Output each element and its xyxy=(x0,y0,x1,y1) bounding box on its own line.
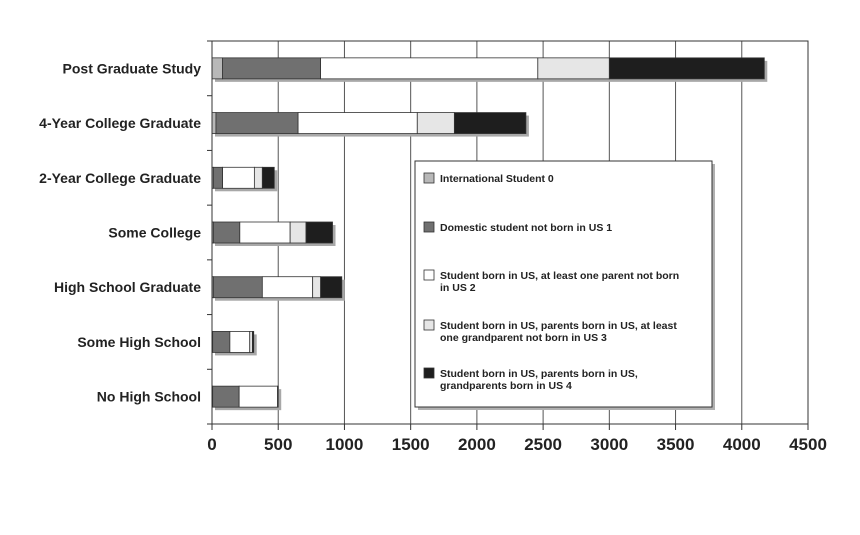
x-tick-label-4000: 4000 xyxy=(723,435,761,454)
bar-segment-4-2 xyxy=(261,276,314,299)
bar-segment-5-4 xyxy=(251,331,255,353)
bar-segment-0-2 xyxy=(320,57,539,80)
category-label-3: Some College xyxy=(108,225,201,241)
bar-segment-0-3 xyxy=(537,57,610,80)
bars xyxy=(211,57,768,411)
x-tick-label-0: 0 xyxy=(207,435,216,454)
x-tick-label-2500: 2500 xyxy=(524,435,562,454)
x-tick-label-500: 500 xyxy=(264,435,292,454)
bar-segment-1-2 xyxy=(297,112,418,134)
x-tick-label-2000: 2000 xyxy=(458,435,496,454)
legend: International Student 0 Domestic student … xyxy=(414,160,715,410)
bar-segment-1-0 xyxy=(211,112,217,134)
x-tick-label-3000: 3000 xyxy=(590,435,628,454)
x-tick-label-3500: 3500 xyxy=(657,435,695,454)
bar-segment-0-1 xyxy=(222,57,322,80)
category-label-0: Post Graduate Study xyxy=(63,60,202,76)
x-tick-label-1500: 1500 xyxy=(392,435,430,454)
category-label-5: Some High School xyxy=(77,334,201,350)
legend-label-2: Student born in US, at least one parent … xyxy=(440,270,679,294)
category-label-6: No High School xyxy=(97,389,201,405)
legend-swatch-4 xyxy=(423,367,435,379)
bar-segment-3-3 xyxy=(289,221,307,244)
legend-label-1: Domestic student not born in US 1 xyxy=(440,222,612,234)
bar-segment-5-2 xyxy=(229,331,251,353)
bar-segment-4-1 xyxy=(212,276,263,299)
bar-segment-6-1 xyxy=(212,385,240,408)
category-label-4: High School Graduate xyxy=(54,279,201,295)
category-label-2: 2-Year College Graduate xyxy=(39,170,201,186)
bar-segment-6-2 xyxy=(238,385,278,408)
bar-segment-1-4 xyxy=(453,112,527,134)
plot-frame xyxy=(211,40,809,425)
bar-segment-4-4 xyxy=(320,276,343,299)
legend-label-3: Student born in US, parents born in US, … xyxy=(440,320,677,344)
bar-segment-2-1 xyxy=(212,166,223,189)
bar-segment-3-1 xyxy=(212,221,241,244)
legend-swatch-3 xyxy=(423,319,435,331)
legend-swatch-0 xyxy=(423,172,435,184)
bar-segment-3-4 xyxy=(305,221,333,244)
legend-box xyxy=(414,160,713,408)
legend-label-0: International Student 0 xyxy=(440,173,554,185)
legend-swatch-2 xyxy=(423,269,435,281)
bar-segment-5-1 xyxy=(212,331,231,353)
bar-segment-6-3 xyxy=(277,385,279,408)
bar-segment-2-4 xyxy=(261,166,275,189)
x-tick-label-1000: 1000 xyxy=(326,435,364,454)
bar-segment-1-1 xyxy=(215,112,299,134)
bar-segment-2-3 xyxy=(253,166,263,189)
legend-label-4: Student born in US, parents born in US, g… xyxy=(440,368,638,392)
bar-segment-0-4 xyxy=(608,57,765,80)
x-tick-label-4500: 4500 xyxy=(789,435,827,454)
bar-segment-2-2 xyxy=(222,166,255,189)
category-labels: Post Graduate Study 4-Year College Gradua… xyxy=(39,60,201,404)
bar-segment-0-0 xyxy=(211,57,223,80)
bar-segment-1-3 xyxy=(416,112,455,134)
category-label-1: 4-Year College Graduate xyxy=(39,115,201,131)
axes xyxy=(207,40,809,430)
bar-segment-3-2 xyxy=(239,221,291,244)
bar-segment-4-3 xyxy=(312,276,322,299)
x-tick-labels: 0 500 1000 1500 2000 2500 3000 3500 4000 4500 xyxy=(207,435,827,454)
legend-swatch-1 xyxy=(423,221,435,233)
